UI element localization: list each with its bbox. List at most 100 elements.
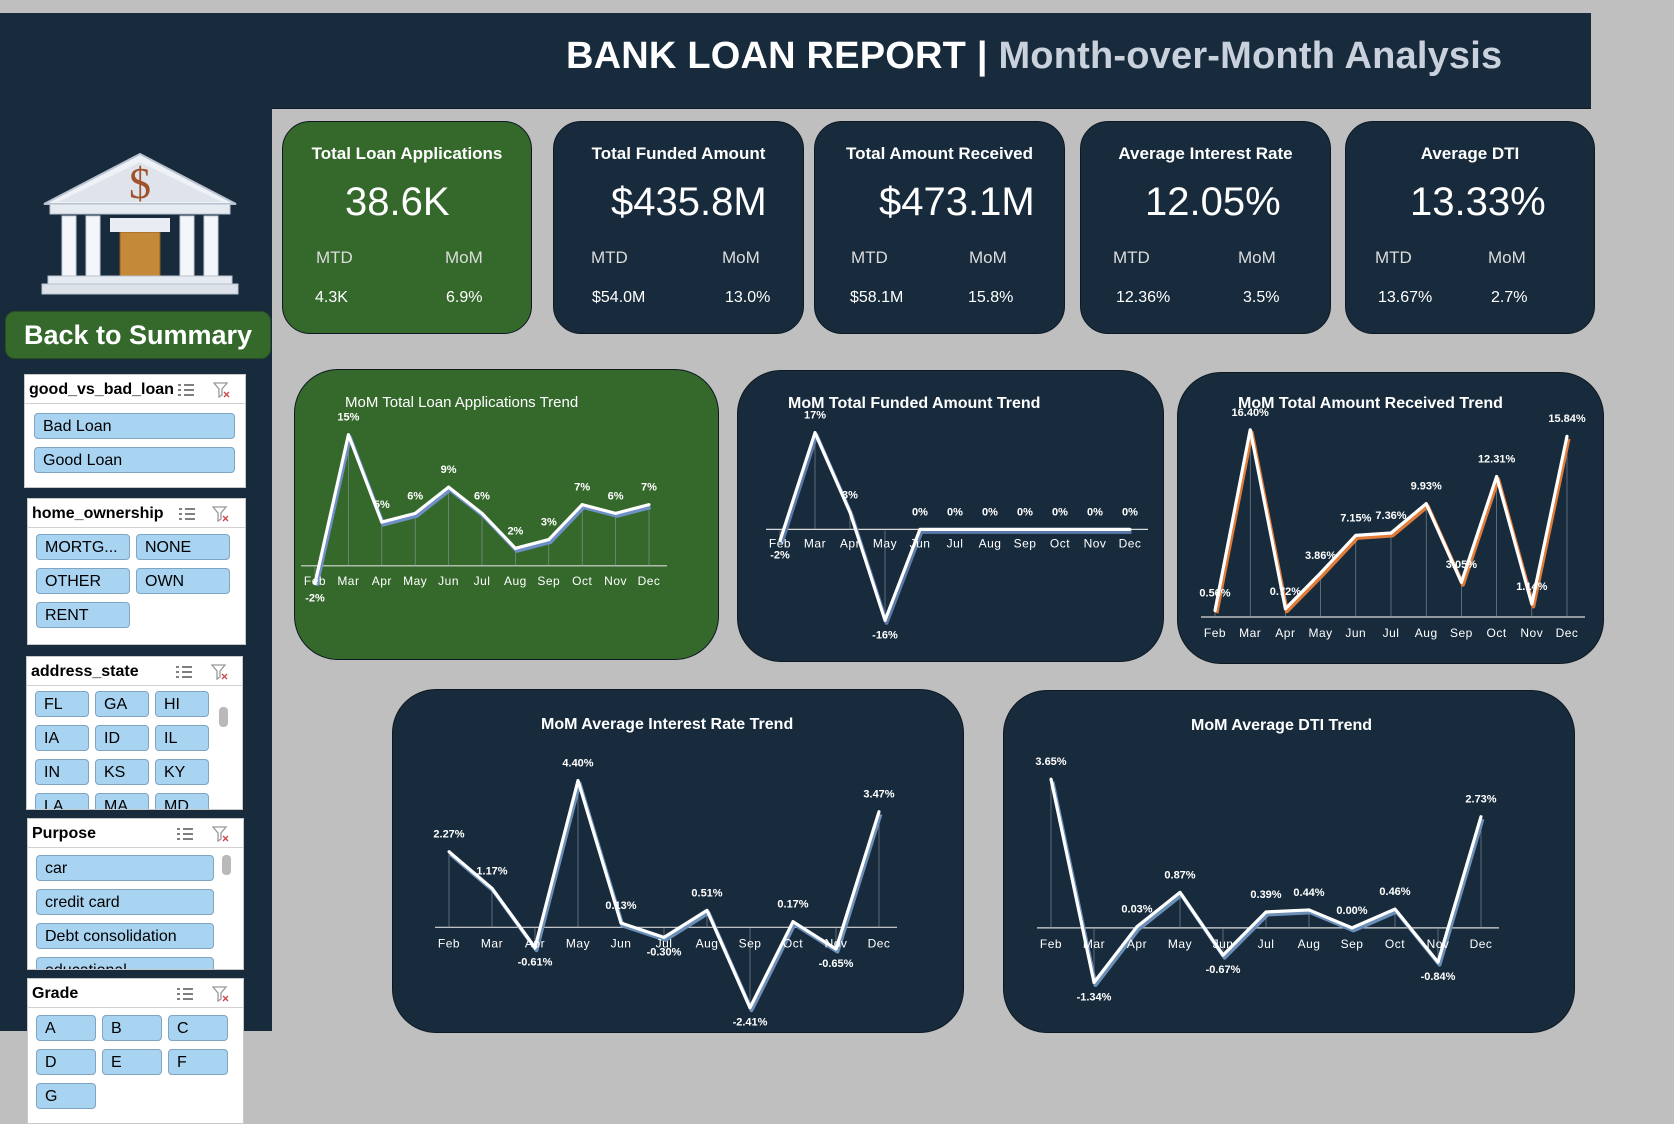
x-tick-label: Dec bbox=[1556, 626, 1579, 640]
page-title: BANK LOAN REPORT | Month-over-Month Anal… bbox=[566, 35, 1502, 78]
data-label: -16% bbox=[872, 629, 898, 641]
slicer-item[interactable]: IA bbox=[35, 725, 89, 751]
slicer-item[interactable]: A bbox=[36, 1015, 96, 1041]
data-point bbox=[834, 947, 838, 951]
x-tick-label: Aug bbox=[979, 536, 1002, 550]
kpi-mtd-value: $54.0M bbox=[592, 289, 646, 306]
slicer-item[interactable]: G bbox=[36, 1083, 96, 1109]
x-tick-label: May bbox=[403, 574, 427, 588]
kpi-mtd-value: 13.67% bbox=[1378, 289, 1433, 306]
slicer-item[interactable]: MD bbox=[155, 793, 209, 809]
data-label: 3% bbox=[842, 489, 858, 501]
data-point bbox=[813, 431, 817, 435]
slicer-scrollbar[interactable] bbox=[222, 855, 231, 875]
slicer-item[interactable]: ID bbox=[95, 725, 149, 751]
slicer-item[interactable]: OWN bbox=[136, 568, 230, 594]
slicer-header: home_ownership bbox=[28, 499, 245, 528]
data-point bbox=[1307, 908, 1311, 912]
x-tick-label: Feb bbox=[304, 574, 326, 588]
slicer-item[interactable]: C bbox=[168, 1015, 228, 1041]
data-label: 9.93% bbox=[1411, 481, 1442, 493]
multi-select-icon[interactable] bbox=[176, 826, 194, 842]
kpi-value: 13.33% bbox=[1410, 180, 1546, 224]
clear-filter-icon[interactable] bbox=[213, 382, 231, 398]
data-label: -2% bbox=[305, 592, 325, 604]
slicer-title: Purpose bbox=[32, 825, 97, 842]
chart-dti-trend: MoM Average DTI Trend 3.65% Feb -1.34% Mar 0… bbox=[1003, 690, 1575, 1033]
slicer-item[interactable]: NONE bbox=[136, 534, 230, 560]
slicer-item[interactable]: E bbox=[102, 1049, 162, 1075]
slicer-header: Grade bbox=[28, 979, 243, 1008]
kpi-total-funded-amount: Total Funded Amount $435.8M MTD MoM $54.… bbox=[553, 121, 804, 334]
clear-filter-icon[interactable] bbox=[212, 986, 230, 1002]
slicer-item[interactable]: F bbox=[168, 1049, 228, 1075]
x-tick-label: Jun bbox=[910, 536, 931, 550]
x-tick-label: Jul bbox=[656, 936, 673, 950]
slicer-item[interactable]: Bad Loan bbox=[34, 413, 235, 439]
kpi-mtd-label: MTD bbox=[1375, 248, 1412, 267]
slicer-item[interactable]: Debt consolidation bbox=[36, 923, 214, 949]
sidebar: $ Back to Summary good_vs_bad_loan Bad L… bbox=[0, 108, 272, 1124]
kpi-mom-value: 3.5% bbox=[1243, 289, 1280, 306]
data-label: 0.03% bbox=[1121, 904, 1152, 916]
slicer-item[interactable]: RENT bbox=[36, 602, 130, 628]
x-tick-label: Nov bbox=[1427, 937, 1450, 951]
slicer-item[interactable]: KY bbox=[155, 759, 209, 785]
title-main: BANK LOAN REPORT | bbox=[566, 35, 999, 77]
slicer-item[interactable]: B bbox=[102, 1015, 162, 1041]
data-label: 5% bbox=[374, 499, 390, 511]
slicer-item[interactable]: IN bbox=[35, 759, 89, 785]
data-point bbox=[1350, 926, 1354, 930]
back-to-summary-button[interactable]: Back to Summary bbox=[5, 311, 271, 359]
data-label: 2.73% bbox=[1465, 794, 1496, 806]
slicer-item[interactable]: KS bbox=[95, 759, 149, 785]
slicer-item[interactable]: Good Loan bbox=[34, 447, 235, 473]
data-label: 0% bbox=[947, 506, 963, 518]
data-point bbox=[480, 511, 484, 515]
slicer-item[interactable]: car bbox=[36, 855, 214, 881]
kpi-mtd-label: MTD bbox=[851, 248, 888, 267]
slicer-item[interactable]: IL bbox=[155, 725, 209, 751]
data-label: 0.17% bbox=[777, 899, 808, 911]
x-tick-label: May bbox=[566, 936, 590, 950]
data-point bbox=[705, 908, 709, 912]
slicer-item[interactable]: OTHER bbox=[36, 568, 130, 594]
clear-filter-icon[interactable] bbox=[212, 826, 230, 842]
x-tick-label: Nov bbox=[825, 936, 848, 950]
kpi-value: $435.8M bbox=[611, 180, 767, 224]
data-label: 17% bbox=[804, 410, 826, 422]
slicer-item[interactable]: FL bbox=[35, 691, 89, 717]
multi-select-icon[interactable] bbox=[177, 382, 195, 398]
data-label: 3.65% bbox=[1035, 756, 1066, 768]
slicer-item[interactable]: LA bbox=[35, 793, 89, 809]
data-label: 0.39% bbox=[1250, 889, 1281, 901]
x-tick-label: Feb bbox=[769, 536, 791, 550]
multi-select-icon[interactable] bbox=[175, 664, 193, 680]
slicer-item[interactable]: MORTG... bbox=[36, 534, 130, 560]
kpi-mom-label: MoM bbox=[445, 248, 483, 267]
slicer-item[interactable]: credit card bbox=[36, 889, 214, 915]
data-label: 0.46% bbox=[1379, 886, 1410, 898]
slicer-item[interactable]: MA bbox=[95, 793, 149, 809]
kpi-title: Average DTI bbox=[1420, 144, 1520, 163]
slicer-item[interactable]: educational bbox=[36, 957, 214, 969]
multi-select-icon[interactable] bbox=[176, 986, 194, 1002]
kpi-total-loan-applications: Total Loan Applications 38.6K MTD MoM 4.… bbox=[282, 121, 532, 334]
data-point bbox=[1023, 527, 1027, 531]
clear-filter-icon[interactable] bbox=[212, 506, 230, 522]
kpi-average-interest-rate: Average Interest Rate 12.05% MTD MoM 12.… bbox=[1080, 121, 1331, 334]
data-point bbox=[614, 511, 618, 515]
slicer-scrollbar[interactable] bbox=[219, 707, 228, 727]
slicer-item[interactable]: GA bbox=[95, 691, 149, 717]
slicer-item[interactable]: D bbox=[36, 1049, 96, 1075]
data-label: 2% bbox=[507, 525, 523, 537]
slicer-grade: Grade A B C D E F G bbox=[27, 978, 244, 1124]
data-label: -1.34% bbox=[1077, 991, 1112, 1003]
kpi-title: Average Interest Rate bbox=[1118, 144, 1293, 163]
kpi-mtd-label: MTD bbox=[316, 248, 353, 267]
slicer-item[interactable]: HI bbox=[155, 691, 209, 717]
x-tick-label: Jul bbox=[947, 536, 964, 550]
multi-select-icon[interactable] bbox=[178, 506, 196, 522]
kpi-title: Total Funded Amount bbox=[591, 144, 766, 163]
clear-filter-icon[interactable] bbox=[211, 664, 229, 680]
